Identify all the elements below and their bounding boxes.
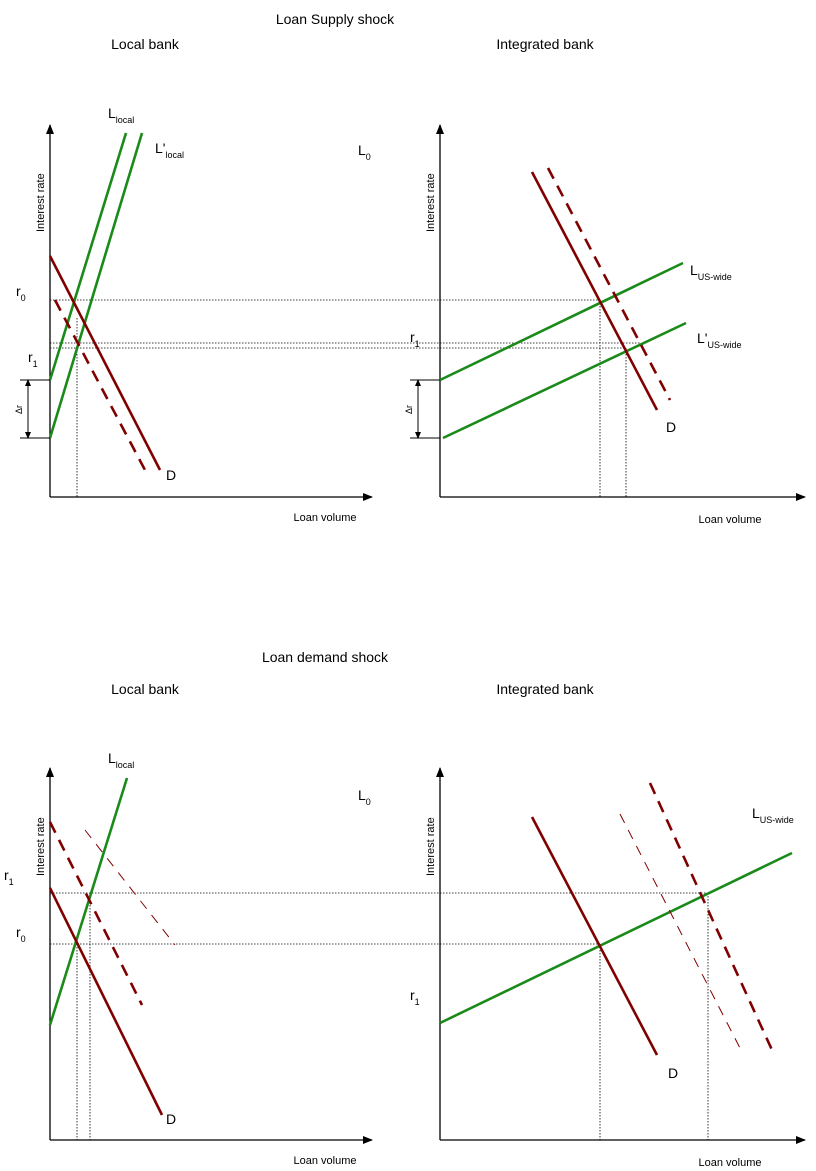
label-main: r (410, 987, 415, 1003)
label-main: L (690, 262, 698, 278)
demand-line (48, 887, 164, 1116)
demand-line (48, 255, 162, 471)
rate-label: r1 (410, 329, 420, 349)
rate-label: r0 (16, 924, 26, 944)
label-main: L (108, 750, 116, 766)
y-axis-label: Interest rate (35, 173, 47, 232)
demand-line (530, 171, 659, 411)
label-sub: 1 (415, 339, 420, 349)
panel-title: Local bank (111, 36, 180, 52)
label-sub: 1 (9, 877, 14, 887)
demand-line (648, 782, 774, 1051)
panel-integrated: Interest rate Loan volume LUS-wide r1 D (410, 767, 806, 1169)
curve-label: D (668, 1065, 678, 1081)
supply-line (48, 132, 128, 381)
label-sub: 0 (366, 797, 371, 807)
panel-integrated: Interest rate Loan volume LUS-wide L'US-… (404, 124, 806, 526)
demand-line (48, 821, 144, 1006)
delta-label: Δr (404, 405, 414, 414)
section-title: Loan demand shock (262, 649, 389, 665)
label-sub: 1 (415, 997, 420, 1007)
y-axis-label: Interest rate (35, 817, 47, 876)
label-main: L (752, 805, 760, 821)
label-sub: 0 (21, 293, 26, 303)
supply-line (439, 261, 684, 382)
label-sub: local (116, 760, 135, 770)
panel-local: Interest rate Loan volume Llocal L'local… (14, 105, 373, 524)
curve-label: L'local (155, 140, 184, 160)
y-axis-label: Interest rate (425, 173, 437, 232)
x-axis-label: Loan volume (294, 1155, 357, 1167)
curve-label: Llocal (108, 750, 134, 770)
label-main: r (28, 349, 33, 365)
note-label: L0 (358, 787, 371, 807)
panel-local: Interest rate Loan volume Llocal r1 r0 D (4, 750, 373, 1167)
demand-shock-section: Loan demand shock Local bank Integrated … (4, 649, 806, 1169)
label-sub: US-wide (707, 340, 741, 350)
label-main: r (16, 283, 21, 299)
x-axis-label: Loan volume (294, 512, 357, 524)
label-main: L' (155, 140, 165, 156)
label-sub: 0 (366, 152, 371, 162)
curve-label: D (666, 419, 676, 435)
label-sub: 0 (21, 934, 26, 944)
demand-line (53, 299, 147, 471)
demand-line (530, 816, 659, 1056)
label-main: r (16, 924, 21, 940)
panel-title: Integrated bank (496, 681, 594, 697)
curve-label: LUS-wide (752, 805, 794, 825)
x-axis-label: Loan volume (699, 514, 762, 526)
panel-title: Local bank (111, 681, 180, 697)
note-label: L0 (358, 142, 371, 162)
supply-line (48, 132, 144, 439)
x-axis-label: Loan volume (699, 1157, 762, 1169)
demand-line (619, 813, 743, 1053)
label-main: r (4, 867, 9, 883)
rate-label: r1 (4, 867, 14, 887)
supply-line (439, 851, 793, 1025)
demand-line (84, 829, 176, 946)
label-main: L (358, 142, 366, 158)
label-main: L (358, 787, 366, 803)
delta-label: Δr (14, 405, 24, 414)
curve-label: D (166, 467, 176, 483)
demand-line (546, 167, 672, 401)
curve-label: LUS-wide (690, 262, 732, 282)
curve-label: Llocal (108, 105, 134, 125)
curve-label: D (166, 1111, 176, 1127)
y-axis-label: Interest rate (425, 817, 437, 876)
section-title: Loan Supply shock (276, 11, 395, 27)
supply-line (442, 321, 687, 440)
supply-line (48, 777, 129, 1026)
supply-shock-section: Loan Supply shock Local bank Integrated … (14, 11, 806, 526)
label-sub: US-wide (760, 815, 794, 825)
label-sub: 1 (33, 359, 38, 369)
rate-label: r1 (410, 987, 420, 1007)
label-main: r (410, 329, 415, 345)
rate-label: r0 (16, 283, 26, 303)
label-main: L (108, 105, 116, 121)
panel-title: Integrated bank (496, 36, 594, 52)
rate-label: r1 (28, 349, 38, 369)
label-sub: local (116, 115, 135, 125)
curve-label: L'US-wide (697, 330, 741, 350)
label-sub: local (165, 150, 184, 160)
label-sub: US-wide (698, 272, 732, 282)
label-main: L' (697, 330, 707, 346)
